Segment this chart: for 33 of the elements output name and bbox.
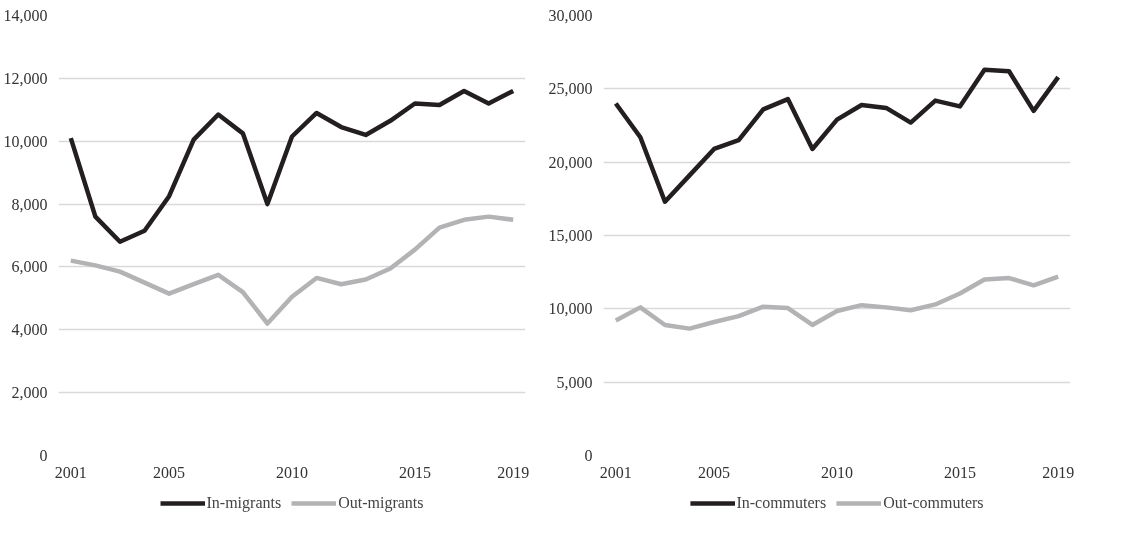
x-tick-label: 2015 — [398, 463, 431, 481]
line-series — [68, 88, 516, 245]
x-tick-label: 2019 — [497, 463, 530, 481]
y-tick-label: 10,000 — [3, 132, 48, 150]
x-tick-label: 2015 — [943, 463, 976, 481]
legend-label: In-commuters — [736, 493, 827, 512]
x-tick-label: 2001 — [599, 463, 632, 481]
line-series — [613, 67, 1061, 205]
line-series — [613, 274, 1061, 331]
y-tick-label: 30,000 — [548, 7, 593, 24]
y-tick-label: 6,000 — [11, 258, 48, 276]
y-tick-label: 25,000 — [548, 80, 593, 98]
y-tick-label: 2,000 — [11, 384, 48, 402]
y-tick-label: 12,000 — [3, 69, 48, 87]
legend-label: In-migrants — [206, 493, 282, 512]
x-tick-label: 2010 — [276, 463, 308, 481]
y-tick-label: 20,000 — [548, 153, 593, 171]
x-tick-label: 2001 — [54, 463, 87, 481]
legend-label: Out-commuters — [883, 493, 984, 512]
x-tick-label: 2010 — [821, 463, 853, 481]
y-tick-label: 0 — [39, 447, 48, 464]
y-tick-label: 4,000 — [11, 321, 48, 339]
legend-label: Out-migrants — [338, 493, 424, 512]
x-tick-label: 2005 — [153, 463, 186, 481]
y-tick-label: 8,000 — [11, 195, 48, 213]
x-tick-label: 2019 — [1042, 463, 1075, 481]
line-series — [68, 214, 516, 326]
y-tick-label: 15,000 — [548, 227, 593, 244]
y-tick-label: 14,000 — [3, 7, 48, 24]
y-tick-label: 0 — [584, 447, 593, 464]
y-tick-label: 5,000 — [556, 373, 593, 391]
x-tick-label: 2005 — [698, 463, 731, 481]
y-tick-label: 10,000 — [548, 300, 593, 318]
